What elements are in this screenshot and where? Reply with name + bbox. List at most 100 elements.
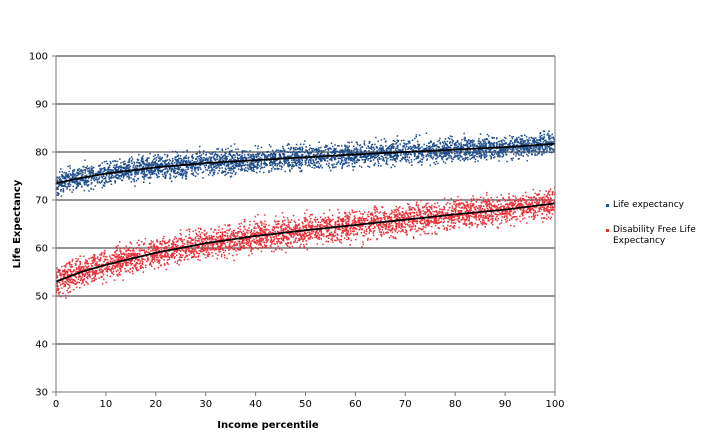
data-point [172, 240, 174, 242]
data-point [300, 155, 302, 157]
data-point [311, 162, 314, 165]
data-point [426, 149, 428, 151]
data-point [456, 152, 458, 154]
data-point [356, 143, 359, 146]
data-point [267, 239, 269, 241]
data-point [277, 168, 279, 171]
data-point [454, 146, 457, 149]
data-point [341, 166, 343, 168]
data-point [449, 150, 451, 152]
data-point [506, 160, 508, 163]
data-point [259, 165, 261, 167]
data-point [417, 143, 419, 146]
data-point [287, 151, 290, 153]
data-point [69, 177, 71, 179]
data-point [301, 163, 304, 166]
data-point [284, 156, 286, 158]
data-point [73, 181, 76, 183]
data-point [234, 167, 236, 170]
data-point [474, 143, 476, 145]
data-point [117, 167, 120, 170]
data-point [501, 143, 503, 145]
data-point [355, 155, 357, 158]
data-point [217, 243, 219, 245]
data-point [395, 225, 398, 228]
data-point [330, 156, 333, 159]
data-point [243, 218, 246, 221]
data-point [105, 169, 107, 171]
data-point [125, 164, 128, 167]
data-point [154, 170, 157, 172]
data-point [101, 175, 103, 178]
data-point [432, 145, 434, 147]
data-point [213, 235, 215, 238]
data-point [178, 249, 181, 251]
data-point [466, 217, 468, 220]
data-point [307, 152, 310, 154]
data-point [295, 151, 297, 154]
data-point [347, 141, 349, 144]
data-point [321, 152, 323, 154]
data-point [300, 243, 302, 245]
data-point [172, 160, 174, 162]
data-point [72, 180, 75, 183]
data-point [416, 140, 419, 143]
data-point [455, 155, 458, 157]
data-point [327, 234, 330, 237]
data-point [352, 228, 354, 230]
data-point [154, 154, 156, 156]
data-point [490, 145, 492, 148]
data-point [415, 146, 417, 148]
data-point [108, 178, 110, 180]
data-point [172, 168, 174, 171]
data-point [253, 163, 255, 165]
data-point [98, 181, 100, 183]
data-point [223, 154, 225, 157]
data-point [527, 196, 530, 198]
data-point [550, 151, 553, 154]
data-point [436, 144, 438, 146]
data-point [327, 165, 330, 167]
data-point [95, 172, 97, 175]
data-point [489, 202, 491, 204]
data-point [432, 152, 434, 155]
data-point [231, 162, 234, 165]
data-point [319, 221, 322, 224]
data-point [289, 155, 291, 157]
data-point [109, 160, 112, 163]
data-point [191, 170, 193, 172]
data-point [261, 152, 264, 154]
data-point [245, 150, 248, 152]
data-point [256, 152, 259, 155]
data-point [320, 234, 322, 236]
data-point [327, 153, 329, 155]
data-point [390, 156, 392, 158]
data-point [451, 135, 453, 138]
data-point [525, 136, 528, 138]
data-point [448, 138, 451, 140]
data-point [260, 160, 263, 163]
data-point [494, 151, 496, 154]
data-point [97, 172, 100, 174]
data-point [437, 162, 439, 165]
data-point [391, 156, 393, 159]
data-point [149, 174, 152, 176]
data-point [148, 157, 150, 159]
data-point [490, 151, 493, 154]
data-point [188, 159, 190, 162]
data-point [147, 169, 149, 171]
data-point [394, 165, 396, 168]
data-point [334, 148, 337, 150]
data-point [439, 142, 441, 144]
data-point [544, 139, 547, 142]
data-point [301, 158, 303, 161]
data-point [423, 221, 426, 223]
data-point [463, 206, 466, 209]
data-point [130, 156, 133, 158]
data-point [158, 172, 160, 175]
data-point [221, 172, 223, 174]
data-point [156, 261, 159, 263]
data-point [198, 253, 201, 255]
data-point [142, 155, 144, 157]
data-point [153, 249, 156, 252]
